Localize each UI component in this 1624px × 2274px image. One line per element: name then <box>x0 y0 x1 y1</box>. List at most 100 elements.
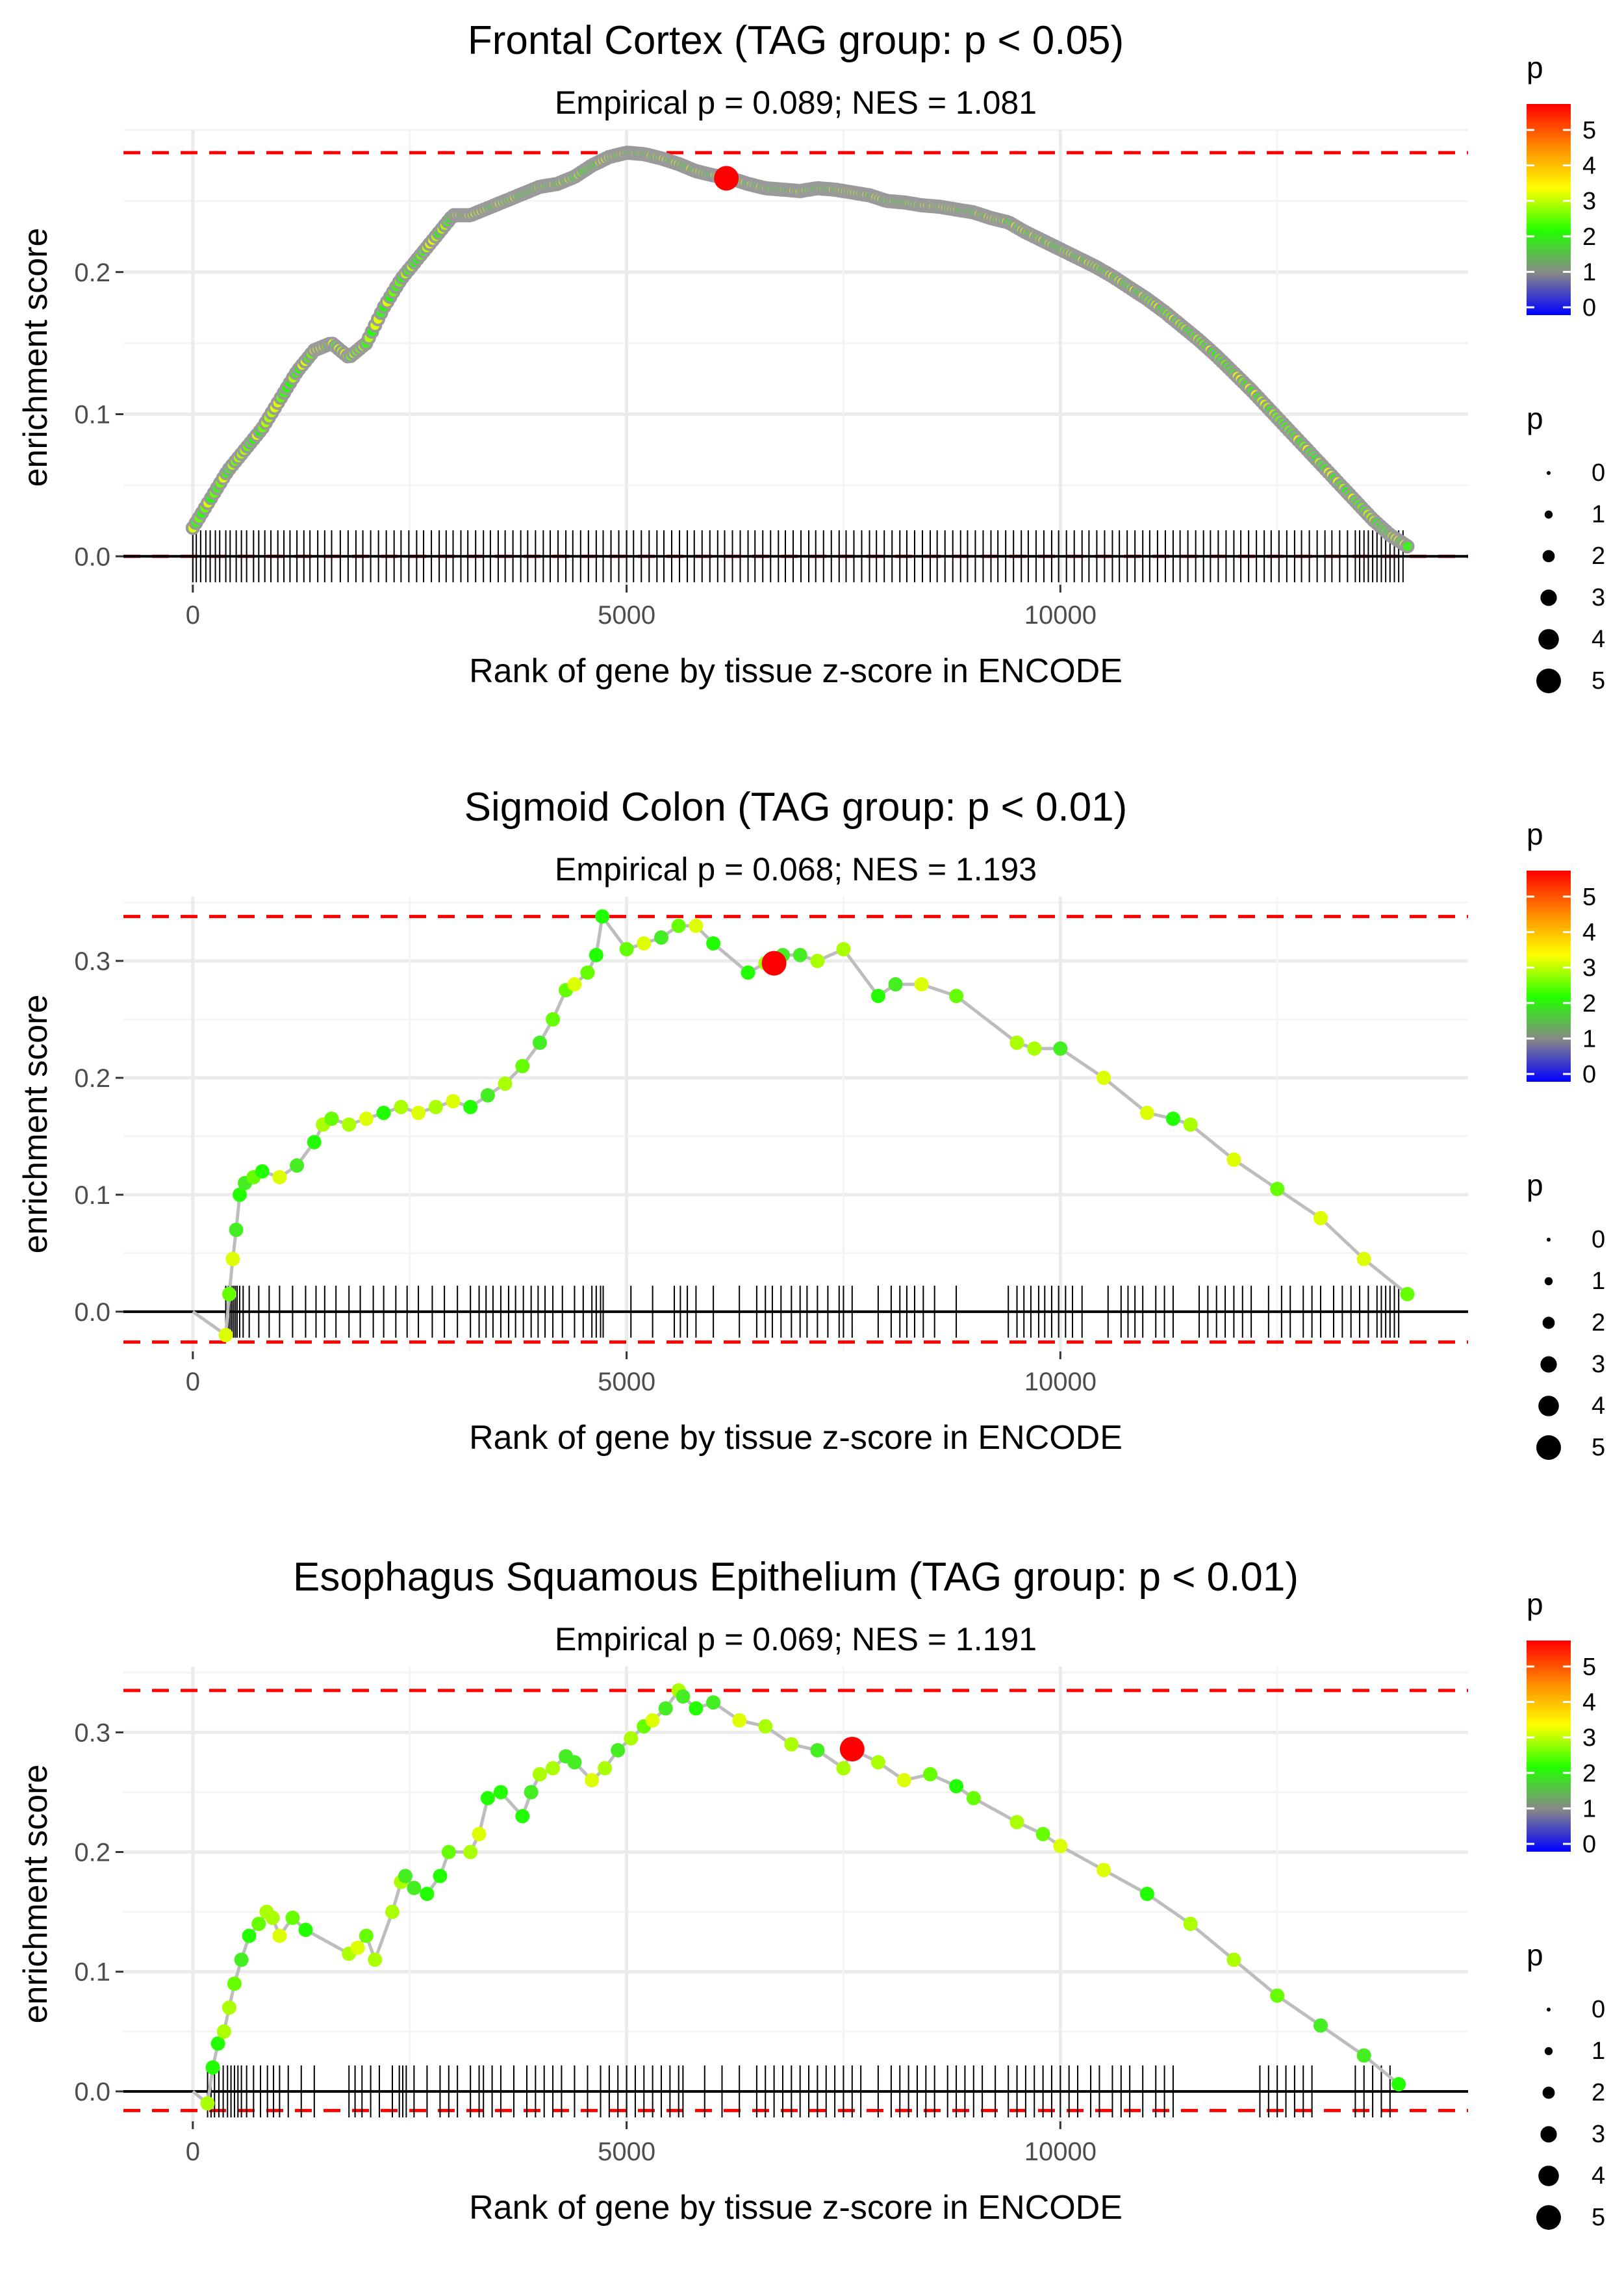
gene-point <box>589 948 603 962</box>
x-tick-label: 5000 <box>598 2138 655 2166</box>
size-legend-label: 5 <box>1592 1434 1605 1461</box>
peak-point <box>839 1737 865 1762</box>
size-legend-label: 4 <box>1592 2162 1605 2190</box>
gene-point <box>359 1928 374 1943</box>
gene-point <box>1139 1105 1154 1120</box>
gene-point <box>1270 1988 1285 2003</box>
gene-point <box>676 1689 691 1704</box>
colorbar-label: 1 <box>1582 1025 1596 1053</box>
gene-point <box>428 1099 443 1114</box>
x-axis-title: Rank of gene by tissue z-score in ENCODE <box>469 2189 1123 2227</box>
size-legend-dot <box>1540 589 1557 606</box>
gene-point <box>546 1012 561 1027</box>
gene-point <box>272 1169 287 1184</box>
x-tick-label: 10000 <box>1024 1368 1097 1396</box>
gene-point <box>222 1286 236 1301</box>
gene-point <box>1009 1035 1024 1050</box>
y-tick-label: 0.1 <box>74 1181 110 1210</box>
gene-point <box>222 2000 236 2015</box>
panel-1: Frontal Cortex (TAG group: p < 0.05) Empi… <box>17 18 1605 695</box>
colorbar-title: p <box>1527 1587 1543 1621</box>
colorbar-label: 5 <box>1582 117 1596 144</box>
gene-point <box>914 977 929 991</box>
x-tick-label: 10000 <box>1024 601 1097 630</box>
y-tick-label: 0.0 <box>74 2078 110 2106</box>
gene-point <box>398 1869 412 1884</box>
gene-point <box>567 977 582 991</box>
gene-point <box>1400 1286 1415 1301</box>
colorbar-label: 0 <box>1582 294 1596 322</box>
gene-point <box>567 1755 582 1770</box>
colorbar-label: 4 <box>1582 153 1596 180</box>
x-tick-label: 5000 <box>598 1368 655 1396</box>
gene-point <box>376 1105 391 1120</box>
gene-point <box>498 1076 513 1091</box>
panel-2: Sigmoid Colon (TAG group: p < 0.01) Empir… <box>17 785 1605 1461</box>
gene-point <box>645 1713 660 1728</box>
size-legend-label: 0 <box>1592 1996 1605 2023</box>
gene-point <box>1226 1152 1241 1167</box>
gene-point <box>758 1719 773 1734</box>
size-legend-label: 2 <box>1592 543 1605 570</box>
x-axis-title: Rank of gene by tissue z-score in ENCODE <box>469 652 1123 690</box>
colorbar-title: p <box>1527 51 1543 84</box>
size-legend-label: 0 <box>1592 1226 1605 1253</box>
gene-point <box>1356 1251 1371 1266</box>
gene-point <box>227 1976 242 1991</box>
gene-point <box>205 2060 220 2075</box>
gene-point <box>741 965 755 980</box>
colorbar-label: 0 <box>1582 1831 1596 1858</box>
running-sum-curve <box>191 151 1408 548</box>
y-axis-title: enrichment score <box>17 1765 55 2024</box>
gene-point <box>290 1158 305 1173</box>
gene-point <box>619 942 634 956</box>
gene-point <box>229 1222 244 1237</box>
gene-point <box>1226 1952 1241 1967</box>
gene-point <box>732 1713 747 1728</box>
size-legend-label: 3 <box>1592 584 1605 611</box>
colorbar <box>1527 1641 1571 1852</box>
size-legend-dot <box>1536 1435 1561 1460</box>
size-legend-label: 2 <box>1592 1309 1605 1336</box>
x-tick-label: 0 <box>186 601 200 630</box>
gene-point <box>1313 2018 1328 2033</box>
gene-point <box>1183 1917 1198 1932</box>
size-legend-label: 3 <box>1592 1351 1605 1378</box>
gene-point <box>407 1880 422 1895</box>
y-axis-title: enrichment score <box>17 228 55 487</box>
size-legend-label: 1 <box>1592 2038 1605 2065</box>
size-legend-dot <box>1540 1356 1557 1373</box>
gene-point <box>1400 539 1415 554</box>
gene-point <box>923 1767 937 1782</box>
gene-point <box>411 1105 426 1120</box>
size-legend-dot <box>1536 2205 1561 2230</box>
gene-point <box>810 954 825 968</box>
gene-point <box>515 1058 530 1073</box>
size-legend-label: 2 <box>1592 2079 1605 2106</box>
gene-point <box>585 1773 600 1787</box>
gene-point <box>706 1695 721 1710</box>
size-legend-dot <box>1547 471 1551 475</box>
size-legend-title: p <box>1527 1168 1543 1202</box>
gene-point <box>1313 1210 1328 1225</box>
gene-point <box>546 1761 561 1776</box>
gene-point <box>218 1327 233 1342</box>
size-legend-dot <box>1542 2086 1555 2099</box>
size-legend-dot <box>1540 2126 1557 2143</box>
gene-point <box>870 989 885 1003</box>
gene-point <box>896 1773 911 1787</box>
colorbar-label: 2 <box>1582 990 1596 1017</box>
y-tick-label: 0.2 <box>74 1064 110 1093</box>
gene-point <box>637 936 652 951</box>
x-tick-label: 0 <box>186 1368 200 1396</box>
chart-subtitle: Empirical p = 0.068; NES = 1.193 <box>555 851 1037 888</box>
colorbar <box>1527 871 1571 1082</box>
peak-point <box>714 166 739 191</box>
size-legend-label: 4 <box>1592 1392 1605 1420</box>
gene-point <box>689 919 704 933</box>
size-legend-label: 5 <box>1592 2204 1605 2231</box>
colorbar-label: 0 <box>1582 1061 1596 1088</box>
y-tick-label: 0.1 <box>74 401 110 429</box>
gene-point <box>870 1755 885 1770</box>
gene-point <box>251 1917 266 1932</box>
